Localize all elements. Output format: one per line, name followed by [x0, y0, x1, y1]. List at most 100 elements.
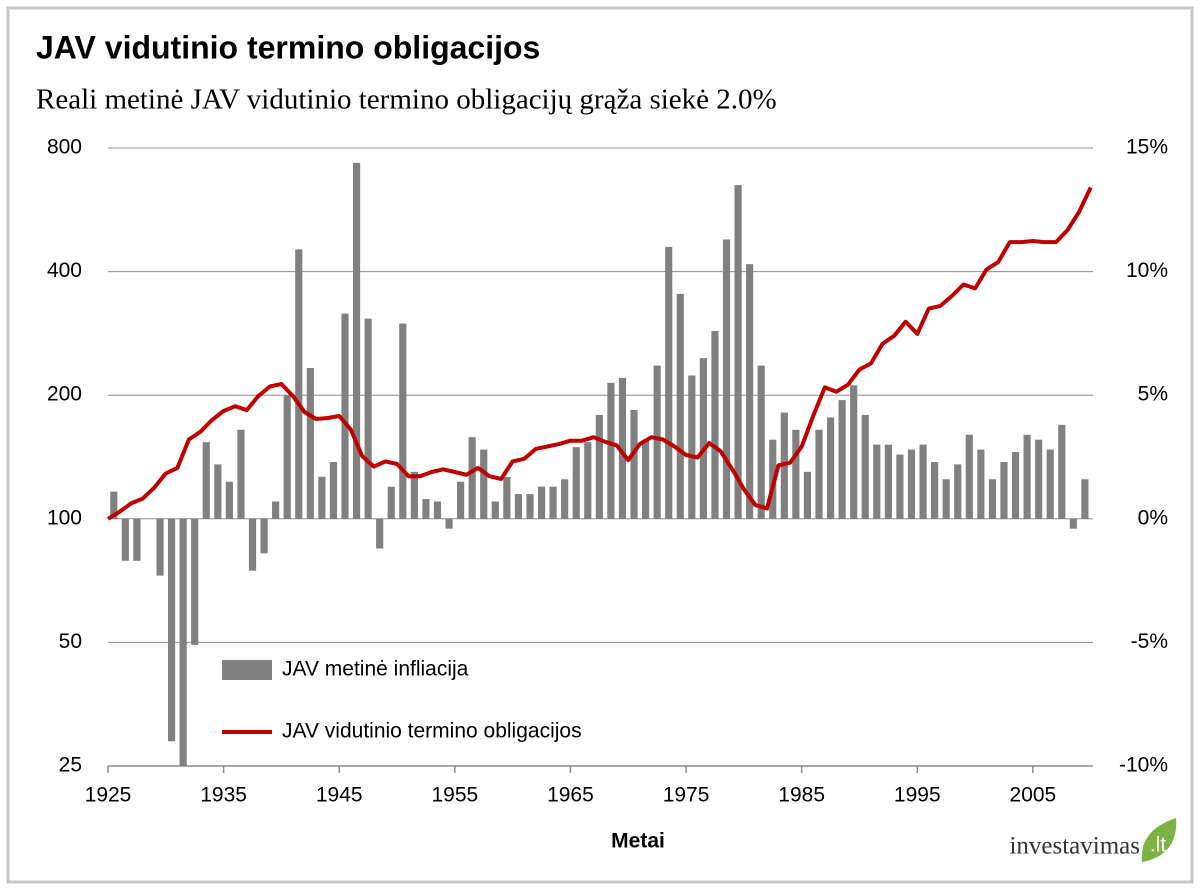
- watermark-leaf: [1141, 818, 1177, 862]
- x-tick-label: 1955: [431, 784, 478, 807]
- bar: [1000, 461, 1008, 519]
- bar: [503, 476, 511, 519]
- bar: [329, 461, 338, 519]
- bar: [607, 382, 615, 519]
- bar: [318, 476, 326, 519]
- y-tick-label: 50: [59, 630, 82, 653]
- bar: [965, 434, 973, 519]
- bar: [133, 518, 141, 561]
- bar: [202, 442, 210, 519]
- line: [106, 186, 1093, 521]
- legend-swatch: [222, 660, 272, 680]
- watermark-domain: .lt: [1150, 834, 1167, 857]
- bar: [457, 481, 465, 519]
- y-tick-label: 800: [47, 136, 82, 159]
- bar: [792, 429, 800, 519]
- bar: [988, 479, 997, 519]
- y2-tick-label: 5%: [1138, 383, 1168, 406]
- bar: [838, 400, 846, 519]
- bar: [584, 442, 592, 519]
- bar: [746, 264, 754, 519]
- bar: [942, 479, 950, 519]
- bar: [1035, 439, 1043, 519]
- y-tick-label: 200: [47, 383, 82, 406]
- y2-tick-label: -5%: [1131, 630, 1168, 653]
- y-tick-label: 100: [47, 506, 82, 529]
- x-tick-label: 2005: [1010, 784, 1057, 807]
- x-tick-label: 1965: [547, 784, 594, 807]
- y2-tick-label: 10%: [1126, 259, 1168, 282]
- y2-tick-label: -10%: [1119, 754, 1168, 777]
- bar: [630, 410, 638, 519]
- bar: [919, 444, 927, 519]
- bar: [861, 414, 869, 519]
- chart-subtitle: Reali metinė JAV vidutinio termino oblig…: [36, 84, 777, 116]
- bar: [931, 461, 939, 519]
- bar: [1023, 434, 1031, 519]
- bar: [248, 518, 257, 571]
- x-tick-label: 1975: [663, 784, 710, 807]
- bar: [595, 414, 603, 519]
- bar: [121, 518, 129, 561]
- bar: [260, 518, 268, 554]
- bar: [699, 358, 707, 519]
- bar: [376, 518, 384, 549]
- bar: [665, 246, 673, 519]
- x-tick-label: 1925: [85, 784, 132, 807]
- bar: [549, 486, 557, 519]
- bar: [387, 486, 395, 519]
- bar: [399, 323, 407, 519]
- bar: [295, 249, 303, 519]
- y-tick-label: 400: [47, 259, 82, 282]
- bar: [642, 439, 650, 519]
- bar: [364, 318, 372, 519]
- x-tick-label: 1995: [894, 784, 941, 807]
- bar: [237, 429, 245, 519]
- bar: [156, 518, 164, 576]
- bar: [480, 449, 488, 519]
- bar: [526, 494, 534, 519]
- bar: [688, 375, 696, 519]
- bar: [1011, 452, 1020, 519]
- bar: [954, 464, 962, 519]
- bar: [734, 185, 742, 519]
- bar: [422, 499, 430, 519]
- bar: [225, 481, 233, 519]
- bar: [850, 385, 858, 519]
- x-tick-label: 1945: [316, 784, 363, 807]
- bar: [896, 454, 904, 519]
- bar: [491, 501, 499, 519]
- bar: [618, 377, 627, 519]
- bar: [410, 471, 418, 519]
- y2-tick-label: 0%: [1138, 506, 1168, 529]
- bar: [561, 479, 569, 519]
- x-axis-label: Metai: [611, 830, 665, 853]
- bar: [722, 239, 731, 519]
- bar: [283, 395, 291, 519]
- bar: [1069, 518, 1077, 529]
- bar: [341, 313, 349, 519]
- bar: [514, 494, 523, 519]
- bar: [445, 518, 453, 529]
- bar: [537, 486, 546, 519]
- legend-label: JAV metinė infliacija: [282, 658, 469, 681]
- bar: [1081, 479, 1089, 519]
- bar: [214, 464, 222, 519]
- bar: [306, 368, 314, 519]
- bar: [110, 491, 118, 519]
- bar: [179, 518, 187, 766]
- bar: [191, 518, 199, 645]
- bar: [1046, 449, 1054, 519]
- bar: [803, 471, 812, 519]
- watermark: investavimas: [1009, 833, 1140, 860]
- bar: [272, 501, 280, 519]
- bar: [884, 444, 892, 519]
- bar: [572, 447, 580, 519]
- chart-title: JAV vidutinio termino obligacijos: [36, 29, 540, 65]
- legend-label: JAV vidutinio termino obligacijos: [282, 720, 582, 743]
- bar: [352, 162, 361, 519]
- bar: [433, 501, 442, 519]
- x-tick-label: 1935: [200, 784, 247, 807]
